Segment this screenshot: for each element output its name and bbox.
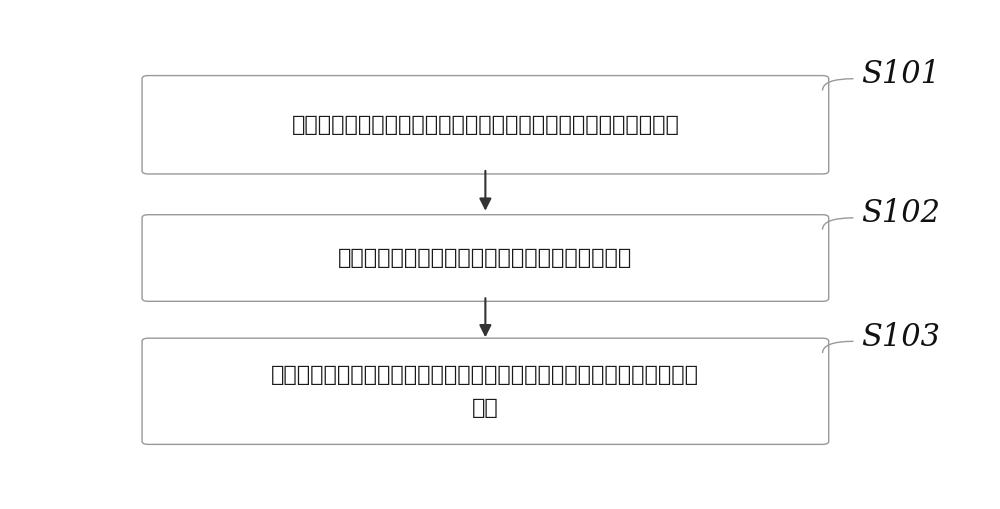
- FancyBboxPatch shape: [142, 338, 829, 444]
- Text: 对有诊断价值的参数进行逐步判别分析，建立判别函数，评价函数的判别
效果: 对有诊断价值的参数进行逐步判别分析，建立判别函数，评价函数的判别 效果: [271, 365, 699, 418]
- Text: S103: S103: [861, 322, 940, 353]
- Text: 对测试结果进行比较分析，筛选有诊断价值的参数: 对测试结果进行比较分析，筛选有诊断价值的参数: [338, 248, 633, 268]
- FancyBboxPatch shape: [142, 215, 829, 301]
- Text: 测试宫颈鳞状上皮细胞的色度学和几何学参数，计算其纹理学参数: 测试宫颈鳞状上皮细胞的色度学和几何学参数，计算其纹理学参数: [291, 115, 679, 135]
- FancyBboxPatch shape: [142, 75, 829, 174]
- Text: S102: S102: [861, 199, 940, 230]
- Text: S101: S101: [861, 59, 940, 90]
